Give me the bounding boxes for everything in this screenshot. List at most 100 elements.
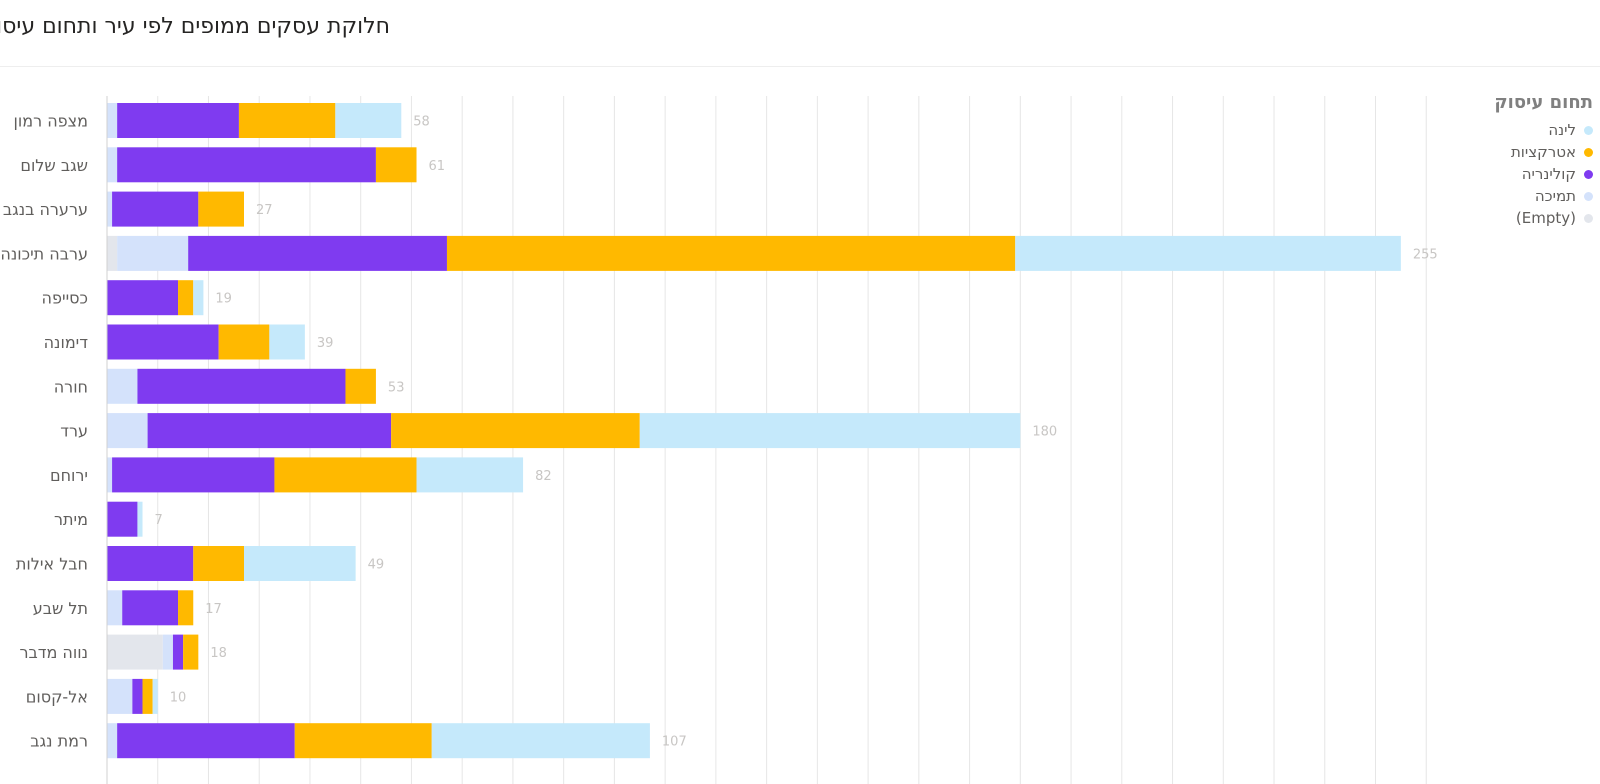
category-label: ירוחם xyxy=(50,466,88,485)
bar-segment[interactable] xyxy=(107,678,133,714)
legend-item-label: תמיכה xyxy=(1534,187,1576,205)
legend: תחום עיסוק לינה אטרקציות קולינריה תמיכה (Emp… xyxy=(1478,92,1593,229)
bar-segment[interactable] xyxy=(152,678,158,714)
bar-segment[interactable] xyxy=(107,191,113,227)
category-label: רמת נגב xyxy=(30,732,88,751)
category-label: נווה מדבר xyxy=(19,643,88,662)
bar-segment[interactable] xyxy=(274,457,417,493)
bar-segment[interactable] xyxy=(178,280,194,316)
bar-segment[interactable] xyxy=(142,678,153,714)
bar-segment[interactable] xyxy=(178,590,194,626)
bar-segment[interactable] xyxy=(639,413,1021,449)
category-label: דימונה xyxy=(44,333,89,352)
bar-total-label: 27 xyxy=(256,203,273,218)
bar-segment[interactable] xyxy=(117,235,189,271)
bar-segment[interactable] xyxy=(107,501,138,537)
category-label: אל-קסום xyxy=(26,687,88,706)
bar-segment[interactable] xyxy=(162,634,173,670)
category-label: ערערה בנגב xyxy=(3,200,88,219)
bar-segment[interactable] xyxy=(132,678,143,714)
bar-total-label: 53 xyxy=(388,380,405,395)
bar-segment[interactable] xyxy=(107,280,179,316)
legend-item-label: אטרקציות xyxy=(1510,143,1576,161)
bar-segment[interactable] xyxy=(122,590,179,626)
bar-total-label: 82 xyxy=(535,469,552,484)
bar-segment[interactable] xyxy=(107,590,123,626)
bar-segment[interactable] xyxy=(137,501,143,537)
bar-segment[interactable] xyxy=(107,413,148,449)
bar-segment[interactable] xyxy=(243,546,356,581)
bar-total-label: 58 xyxy=(413,115,430,130)
legend-item[interactable]: קולינריה xyxy=(1478,163,1593,185)
bar-segment[interactable] xyxy=(1015,235,1401,271)
bar-total-label: 17 xyxy=(205,602,222,617)
bar-total-label: 61 xyxy=(429,159,446,174)
bar-segment[interactable] xyxy=(107,103,118,138)
bar-segment[interactable] xyxy=(193,546,244,581)
bar-segment[interactable] xyxy=(431,723,650,759)
bar-total-label: 180 xyxy=(1032,425,1057,440)
category-label: מיתר xyxy=(54,510,88,529)
category-label: חבל אילות xyxy=(16,555,88,574)
bar-segment[interactable] xyxy=(107,546,194,581)
bar-segment[interactable] xyxy=(107,457,113,493)
bar-segment[interactable] xyxy=(193,280,204,316)
header-divider xyxy=(0,66,1600,67)
legend-item[interactable]: לינה xyxy=(1478,119,1593,141)
bar-segment[interactable] xyxy=(107,235,118,271)
bar-total-label: 10 xyxy=(170,690,187,705)
chart-title: חלוקת עסקים ממופים לפי עיר ותחום עיסוק xyxy=(0,14,390,39)
bar-total-label: 18 xyxy=(210,646,227,661)
legend-item-label: (Empty) xyxy=(1515,209,1576,227)
bar-segment[interactable] xyxy=(112,457,275,493)
bar-segment[interactable] xyxy=(335,103,402,138)
legend-item[interactable]: (Empty) xyxy=(1478,207,1593,229)
legend-item-label: לינה xyxy=(1548,121,1576,139)
bar-segment[interactable] xyxy=(107,324,219,360)
legend-dot-icon xyxy=(1584,147,1593,157)
bar-total-label: 255 xyxy=(1413,247,1438,262)
bar-segment[interactable] xyxy=(218,324,270,360)
bar-segment[interactable] xyxy=(183,634,199,670)
category-label: שגב שלום xyxy=(20,156,88,175)
bar-segment[interactable] xyxy=(238,103,336,138)
bar-segment[interactable] xyxy=(137,368,346,404)
bar-segment[interactable] xyxy=(107,368,138,404)
legend-dot-icon xyxy=(1584,169,1593,179)
bar-total-label: 49 xyxy=(368,558,385,573)
bar-segment[interactable] xyxy=(107,723,118,759)
bar-segment[interactable] xyxy=(188,235,447,271)
bar-segment[interactable] xyxy=(107,147,118,183)
bar-segment[interactable] xyxy=(117,147,376,183)
legend-dot-icon xyxy=(1584,213,1593,223)
legend-items: לינה אטרקציות קולינריה תמיכה (Empty) xyxy=(1478,119,1593,229)
legend-item-label: קולינריה xyxy=(1521,165,1576,183)
bar-segment[interactable] xyxy=(172,634,184,670)
bar-total-label: 39 xyxy=(317,336,334,351)
legend-item[interactable]: תמיכה xyxy=(1478,185,1593,207)
bar-segment[interactable] xyxy=(391,413,640,449)
bar-segment[interactable] xyxy=(416,457,524,493)
legend-item[interactable]: אטרקציות xyxy=(1478,141,1593,163)
bar-segment[interactable] xyxy=(446,235,1016,271)
bar-segment[interactable] xyxy=(375,147,417,183)
category-label: חורה xyxy=(54,377,88,396)
bar-segment[interactable] xyxy=(269,324,305,360)
bar-segment[interactable] xyxy=(345,368,376,404)
category-label: מצפה רמון xyxy=(13,112,88,131)
bar-segment[interactable] xyxy=(107,634,163,670)
bar-segment[interactable] xyxy=(112,191,199,227)
category-label: ערבה תיכונה xyxy=(0,244,88,263)
bar-segment[interactable] xyxy=(117,723,295,759)
category-label: כסייפה xyxy=(42,289,88,308)
bar-total-label: 19 xyxy=(215,292,232,307)
bar-segment[interactable] xyxy=(198,191,244,227)
category-label: ערד xyxy=(60,422,88,441)
bar-segment[interactable] xyxy=(147,413,392,449)
category-label: תל שבע xyxy=(33,599,88,618)
bar-total-label: 107 xyxy=(662,735,687,750)
bar-segment[interactable] xyxy=(117,103,239,138)
bar-segment[interactable] xyxy=(294,723,432,759)
bar-total-label: 7 xyxy=(155,513,163,528)
